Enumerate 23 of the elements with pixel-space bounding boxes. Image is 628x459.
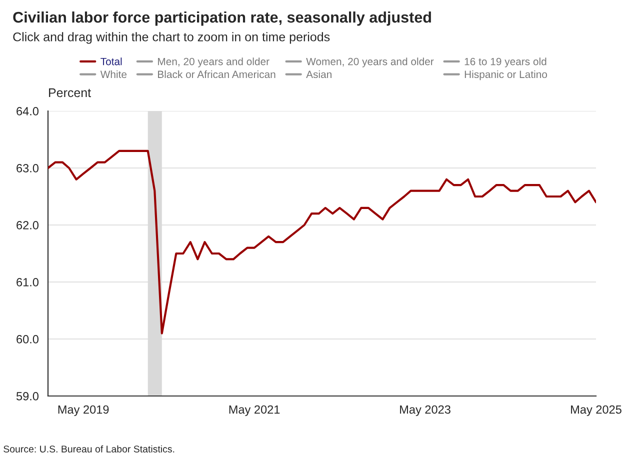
legend-label: White [100,70,127,78]
legend-label: Total [100,58,122,66]
chart-title: Civilian labor force participation rate, seasonally adjusted [13,11,431,26]
y-tick-label: 63.0 [16,164,39,172]
y-tick-label: 62.0 [16,221,39,230]
source-note: Source: U.S. Bureau of Labor Statistics. [4,445,174,452]
legend-label: Hispanic or Latino [464,70,547,80]
y-tick-label: 60.0 [16,335,39,344]
legend-label: Black or African American [158,70,276,78]
y-axis-title: Percent [49,88,91,98]
y-tick-label: 59.0 [16,392,39,400]
line-series [48,150,596,334]
legend-label: Men, 20 years and older [158,58,270,68]
y-tick-label: 64.0 [16,107,39,116]
x-tick-label: May 2023 [400,405,450,416]
legend-label: 16 to 19 years old [464,58,546,68]
x-tick-label: May 2021 [229,405,280,416]
x-tick-label: May 2019 [58,405,109,416]
legend-label: Women, 20 years and older [306,58,434,68]
chart-subtitle: Click and drag within the chart to zoom in on time periods [13,32,330,44]
y-tick-label: 61.0 [16,278,39,286]
x-tick-label: May 2025 [571,405,622,416]
legend-label: Asian [306,70,332,78]
